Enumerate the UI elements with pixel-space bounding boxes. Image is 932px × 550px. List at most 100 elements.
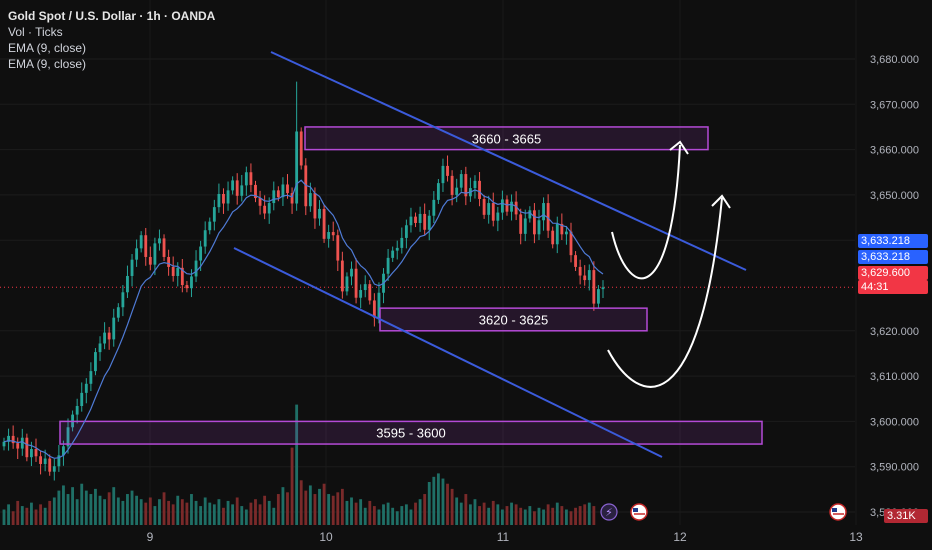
ema-price-badge-1: 3,633.218 [858, 234, 928, 248]
volume-bar [327, 494, 331, 525]
indicator-ema-1[interactable]: EMA (9, close) [8, 41, 87, 55]
volume-bar [304, 490, 308, 525]
candle-body [446, 165, 449, 176]
candle-body [510, 201, 513, 212]
volume-bar [94, 488, 97, 525]
candle-body [354, 268, 358, 298]
candle-body [286, 184, 289, 194]
candle-body [327, 232, 331, 239]
candle-body [560, 223, 564, 235]
volume-bar [107, 492, 111, 525]
candle-body [427, 215, 431, 230]
volume-bar [217, 499, 221, 525]
candle-body [587, 270, 591, 281]
volume-bar [290, 447, 294, 525]
candle-body [574, 255, 577, 267]
candle-body [30, 449, 33, 458]
candle-body [514, 201, 518, 215]
candle-body [80, 392, 84, 406]
volume-bar [199, 506, 203, 525]
volume-bar [500, 509, 504, 525]
volume-bar [185, 502, 189, 525]
candle-body [404, 225, 408, 238]
candle-body [103, 332, 107, 344]
arrow-path-upper [611, 144, 681, 280]
volume-bar [578, 506, 582, 525]
volume-bar [34, 509, 38, 525]
candle-body [217, 193, 221, 208]
volume-bar [299, 480, 303, 525]
volume-bar [180, 499, 184, 525]
candle-body [473, 180, 477, 189]
volume-bar [263, 495, 267, 525]
volume-bar [103, 499, 107, 525]
candle-body [537, 220, 541, 235]
candle-body [450, 175, 454, 195]
volume-bar [409, 509, 413, 525]
arrow-head-upper [669, 140, 689, 155]
volume-bar [404, 504, 408, 525]
ema-line [3, 179, 604, 459]
volume-bar [391, 507, 395, 525]
indicator-volume[interactable]: Vol · Ticks [8, 25, 63, 39]
candle-body [478, 180, 481, 199]
candle-body [290, 193, 294, 204]
volume-bar [25, 507, 29, 525]
volume-bar [71, 487, 75, 525]
price-zones: 3660 - 3665 3620 - 3625 3595 - 3600 [59, 126, 763, 445]
volume-bar [514, 504, 518, 525]
volume-bar [340, 488, 344, 525]
volume-bar [551, 507, 555, 525]
candle-body [519, 214, 523, 234]
candle-body [52, 466, 56, 472]
volume-bar [519, 507, 523, 525]
candle-body [496, 212, 500, 221]
volume-bar [372, 506, 376, 525]
chart-legend: Gold Spot / U.S. Dollar · 1h · OANDA Vol… [8, 8, 215, 72]
volume-bar [574, 507, 577, 525]
volume-bar [75, 499, 79, 525]
symbol-title[interactable]: Gold Spot / U.S. Dollar · 1h · OANDA [8, 9, 216, 23]
volume-bar [308, 485, 312, 525]
candle-body [491, 203, 495, 221]
volume-bar [542, 509, 545, 525]
candle-body [597, 289, 600, 304]
volume-bar [336, 492, 340, 525]
candle-body [336, 235, 340, 261]
candle-body [295, 131, 299, 204]
candle-body [592, 270, 596, 304]
volume-bar [565, 509, 568, 525]
candle-body [199, 246, 203, 261]
price-tick-label: 3,680.000 [870, 54, 919, 66]
price-tick-label: 3,590.000 [870, 462, 919, 474]
volume-bar [281, 487, 285, 525]
candle-body [94, 352, 97, 372]
volume-bar [121, 500, 125, 525]
price-tick-label: 3,670.000 [870, 99, 919, 111]
zone-box [304, 126, 709, 151]
candle-body [16, 443, 20, 449]
volume-bar [423, 494, 427, 525]
candle-body [126, 275, 129, 293]
candle-body [551, 230, 555, 245]
candle-body [345, 276, 349, 292]
candle-body [254, 184, 257, 199]
volume-bar [345, 500, 349, 525]
volume-bar [135, 495, 139, 525]
candle-body [121, 292, 125, 308]
volume-bar [190, 494, 193, 525]
volume-bar [523, 509, 527, 525]
volume-bar [112, 487, 116, 525]
arrow-path-lower [607, 197, 723, 388]
candle-body [112, 317, 116, 340]
indicator-ema-2[interactable]: EMA (9, close) [8, 57, 87, 71]
volume-bar [510, 502, 513, 525]
volume-bar [276, 494, 280, 525]
candle-body [222, 193, 225, 204]
volume-bar [48, 500, 52, 525]
candle-body [34, 449, 38, 457]
candle-body [322, 208, 326, 239]
volume-bar [2, 509, 6, 525]
volume-bar [473, 499, 477, 525]
